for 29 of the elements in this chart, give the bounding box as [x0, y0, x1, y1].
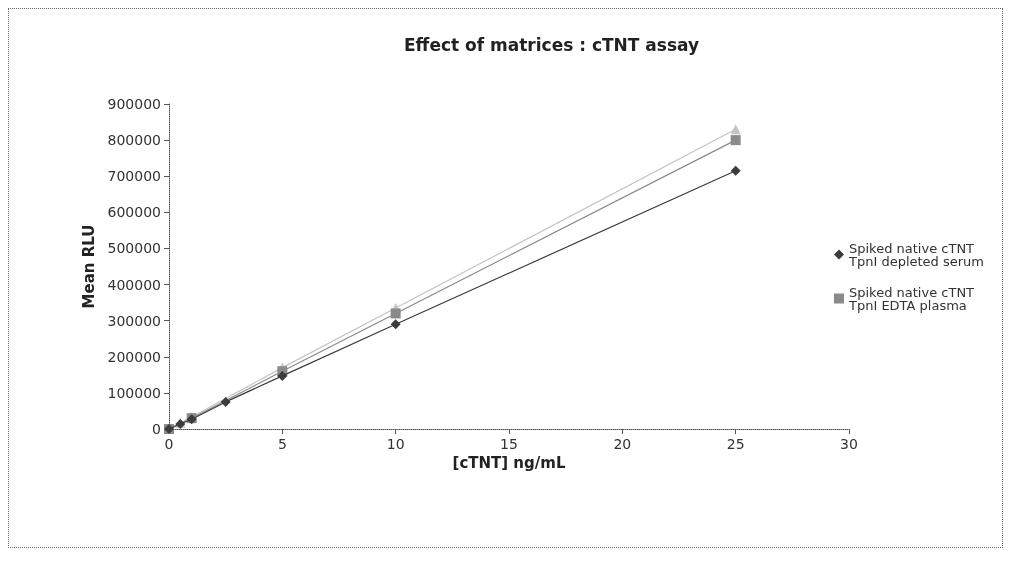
x-tick-label: 25 — [726, 436, 745, 452]
y-tick-label: 700000 — [107, 168, 161, 185]
x-tick-label: 30 — [840, 436, 858, 452]
y-tick-label: 500000 — [107, 240, 161, 257]
x-tick-label: 5 — [277, 436, 287, 452]
y-tick-label: 900000 — [107, 96, 161, 112]
point — [730, 135, 741, 146]
y-tick-label: 600000 — [107, 204, 161, 221]
point — [277, 370, 288, 381]
x-axis-title: [cTNT] ng/mL — [452, 454, 566, 473]
y-tick-label: 300000 — [107, 312, 161, 329]
y-tick-label: 800000 — [107, 132, 161, 149]
y-tick-label: 0 — [152, 421, 161, 437]
point — [730, 124, 741, 135]
point — [730, 165, 741, 176]
legend-label: Spiked native cTNT TpnI EDTA plasma — [847, 284, 979, 313]
chart-title: Effect of matrices : cTNT assay — [404, 34, 700, 55]
y-tick-label: 100000 — [107, 384, 161, 401]
y-tick-label: 400000 — [107, 276, 161, 293]
point — [390, 308, 401, 319]
point — [220, 396, 231, 407]
y-axis-title: Mean RLU — [80, 224, 99, 309]
x-tick-label: 20 — [613, 436, 632, 452]
point — [390, 319, 401, 330]
y-tick-label: 200000 — [107, 348, 161, 365]
x-tick-label: 15 — [500, 436, 518, 452]
x-tick-label: 10 — [386, 436, 405, 452]
x-tick-label: 0 — [164, 436, 174, 452]
legend-label: Spiked native cTNT TpnI depleted serum — [847, 240, 985, 269]
